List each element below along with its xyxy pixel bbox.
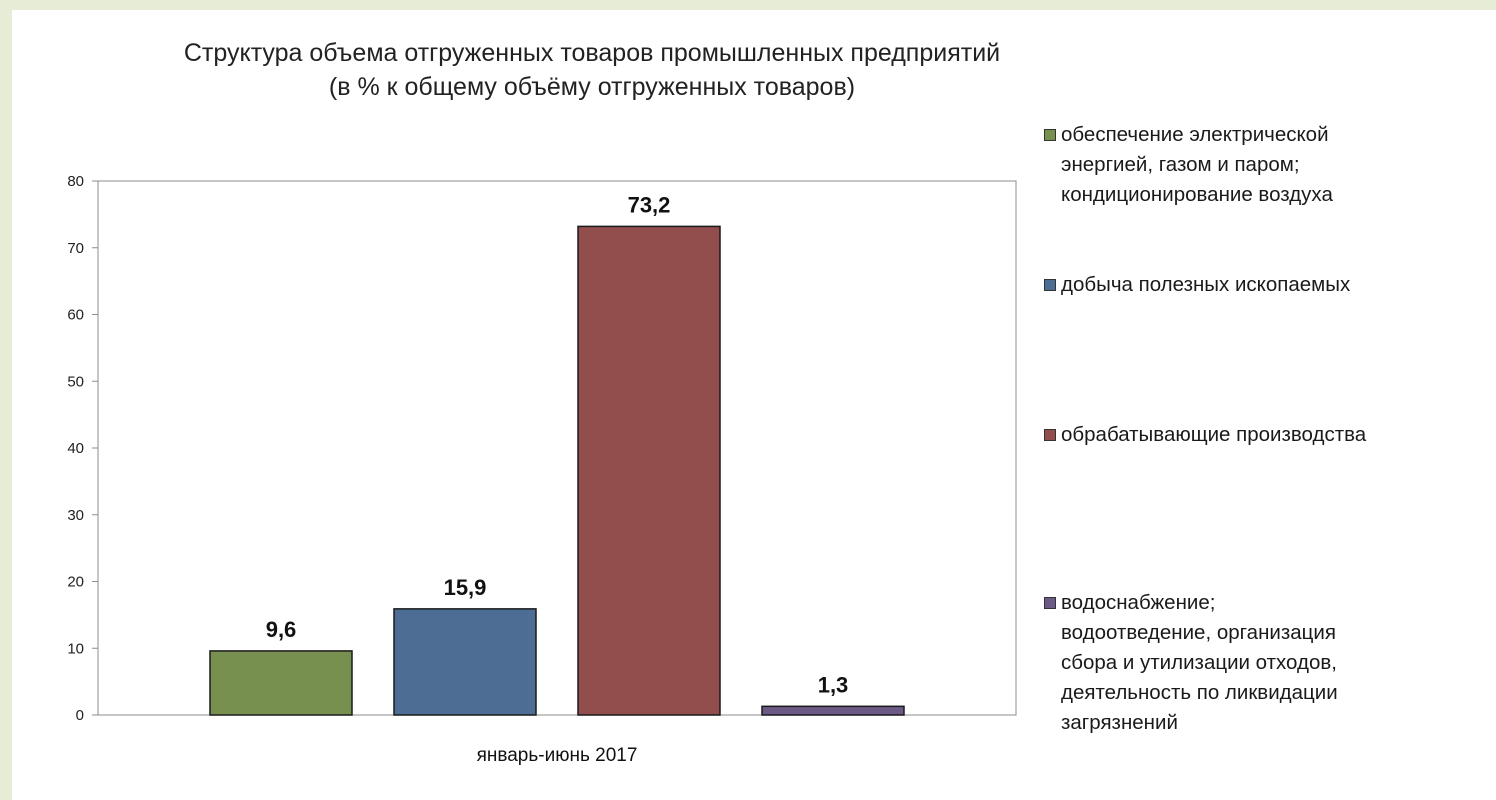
legend-swatch bbox=[1044, 429, 1056, 441]
bar bbox=[761, 705, 905, 716]
bar bbox=[577, 225, 721, 716]
bar bbox=[209, 650, 353, 716]
legend-swatch bbox=[1044, 279, 1056, 291]
legend-label: водоснабжение; водоотведение, организаци… bbox=[1061, 591, 1338, 734]
chart-subtitle: (в % к общему объёму отгруженных товаров… bbox=[328, 73, 856, 101]
legend-item: обрабатывающие производства bbox=[1042, 420, 1492, 450]
legend-swatch bbox=[1044, 129, 1056, 141]
legend-label: обеспечение электрической энергией, газо… bbox=[1061, 123, 1333, 206]
y-tick-label: 0 bbox=[76, 707, 84, 724]
data-label: 15,9 bbox=[444, 575, 487, 600]
y-tick-label: 40 bbox=[67, 440, 84, 457]
data-label: 73,2 bbox=[628, 192, 671, 217]
y-tick-label: 50 bbox=[67, 373, 84, 390]
y-tick-label: 70 bbox=[67, 240, 84, 257]
chart-title: Структура объема отгруженных товаров про… bbox=[82, 36, 1102, 104]
y-tick-label: 80 bbox=[67, 173, 84, 190]
data-label: 9,6 bbox=[266, 617, 297, 642]
chart-slide: Структура объема отгруженных товаров про… bbox=[12, 10, 1496, 800]
legend-swatch bbox=[1044, 597, 1056, 609]
y-tick-label: 10 bbox=[67, 640, 84, 657]
chart-legend: обеспечение электрической энергией, газо… bbox=[1042, 120, 1492, 780]
y-tick-label: 20 bbox=[67, 574, 84, 591]
plot-area bbox=[97, 180, 1017, 716]
y-tick-label: 60 bbox=[67, 307, 84, 324]
chart-title-line: Структура объема отгруженных товаров про… bbox=[183, 39, 1001, 67]
legend-item: обеспечение электрической энергией, газо… bbox=[1042, 120, 1492, 210]
bar-chart: 0 10 20 30 40 50 60 70 80 9,6 15,9 73,2 1,3 январь-ию… bbox=[67, 173, 1017, 766]
legend-label: обрабатывающие производства bbox=[1061, 423, 1367, 446]
legend-item: водоснабжение; водоотведение, организаци… bbox=[1042, 588, 1492, 738]
legend-item: добыча полезных ископаемых bbox=[1042, 270, 1492, 300]
bar bbox=[393, 608, 537, 716]
data-label: 1,3 bbox=[818, 672, 849, 697]
x-category-label: январь-июнь 2017 bbox=[477, 745, 638, 766]
legend-label: добыча полезных ископаемых bbox=[1061, 273, 1351, 296]
y-tick-label: 30 bbox=[67, 507, 84, 524]
